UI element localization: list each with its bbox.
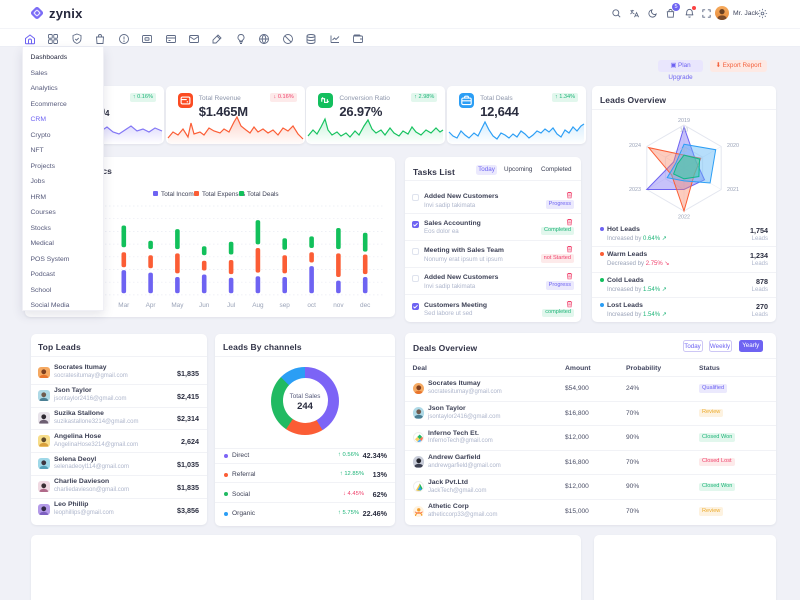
svg-text:2024: 2024 bbox=[629, 143, 641, 149]
svg-text:50: 50 bbox=[681, 148, 687, 154]
svg-text:2020: 2020 bbox=[727, 143, 739, 149]
svg-text:Apr: Apr bbox=[146, 302, 157, 309]
svg-text:100: 100 bbox=[680, 128, 689, 134]
svg-text:2022: 2022 bbox=[678, 215, 690, 221]
svg-text:oct: oct bbox=[307, 302, 316, 309]
svg-text:Jul: Jul bbox=[227, 302, 235, 309]
svg-text:2019: 2019 bbox=[678, 118, 690, 124]
svg-text:Total Income: Total Income bbox=[161, 191, 198, 198]
svg-text:2021: 2021 bbox=[727, 187, 739, 193]
svg-text:Total Expenses: Total Expenses bbox=[202, 191, 245, 198]
svg-text:Mar: Mar bbox=[118, 302, 130, 309]
svg-text:May: May bbox=[171, 302, 184, 309]
svg-text:2023: 2023 bbox=[629, 187, 641, 193]
svg-text:Aug: Aug bbox=[252, 302, 264, 309]
svg-text:Jun: Jun bbox=[199, 302, 210, 309]
svg-text:sep: sep bbox=[280, 302, 291, 309]
svg-text:nov: nov bbox=[333, 302, 344, 309]
svg-text:Total Deals: Total Deals bbox=[247, 191, 279, 198]
svg-text:dec: dec bbox=[360, 302, 371, 309]
